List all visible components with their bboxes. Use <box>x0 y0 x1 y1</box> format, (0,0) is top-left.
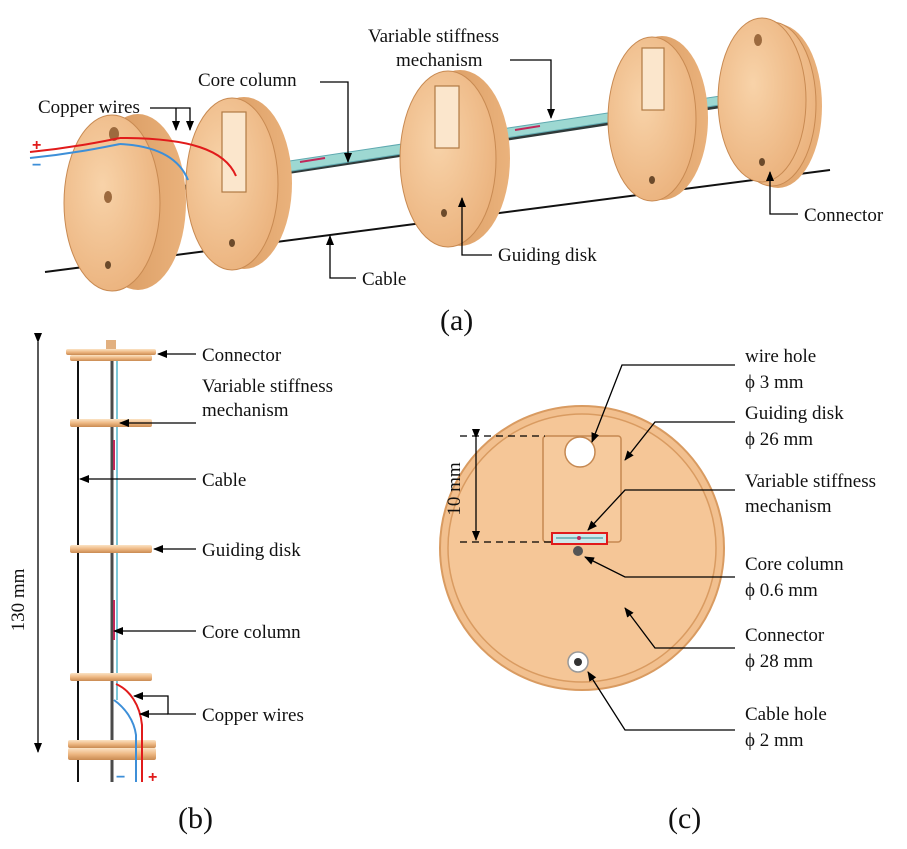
label-copper-wires-a: Copper wires <box>38 97 140 118</box>
core-column-hole-c <box>573 546 583 556</box>
label-copper-wires-b: Copper wires <box>202 705 304 726</box>
label-vsm-b-2: mechanism <box>202 400 289 421</box>
dimension-10mm: 10 mm <box>444 462 465 516</box>
label-core-column-b: Core column <box>202 622 301 643</box>
label-cable-b: Cable <box>202 470 246 491</box>
label-vsm-c-1: Variable stiffness <box>745 471 876 492</box>
wire-hole-c <box>564 436 596 468</box>
disk-a4 <box>607 36 708 202</box>
caption-a: (a) <box>440 304 473 337</box>
dimension-130mm: 130 mm <box>8 568 29 631</box>
label-core-column-a: Core column <box>198 70 297 91</box>
label-guiding-disk-b: Guiding disk <box>202 540 301 561</box>
label-guiding-disk-dim: ϕ 26 mm <box>745 429 813 450</box>
plus-sign-b: + <box>148 769 157 786</box>
label-cable-a: Cable <box>362 269 406 290</box>
minus-sign-a: − <box>32 157 41 174</box>
label-connector-c: Connector <box>745 625 825 646</box>
label-vsm-b-1: Variable stiffness <box>202 376 333 397</box>
label-connector-a: Connector <box>804 205 884 226</box>
panel-a: + − Copper wires Core column Variable st… <box>29 17 884 337</box>
panel-c: 10 mm wire hole ϕ 3 mm Guiding disk ϕ 26… <box>439 346 876 835</box>
disk-a1 <box>63 114 186 292</box>
label-core-column-dim: ϕ 0.6 mm <box>745 580 818 601</box>
minus-sign-b: − <box>116 769 125 786</box>
disk-a5 <box>717 17 822 188</box>
disk-a3 <box>399 70 510 248</box>
label-connector-dim: ϕ 28 mm <box>745 651 813 672</box>
disk-a2 <box>185 97 292 271</box>
label-wire-hole-dim: ϕ 3 mm <box>745 372 804 393</box>
label-guiding-disk-a: Guiding disk <box>498 245 597 266</box>
label-vsm-c-2: mechanism <box>745 496 832 517</box>
label-vsm-a-1: Variable stiffness <box>368 26 499 47</box>
panel-b: 130 mm + − Connector Variable stiffness … <box>8 333 333 835</box>
label-wire-hole: wire hole <box>745 346 816 367</box>
label-vsm-a-2: mechanism <box>396 50 483 71</box>
label-connector-b: Connector <box>202 345 282 366</box>
label-core-column-c: Core column <box>745 554 844 575</box>
caption-b: (b) <box>178 802 213 835</box>
label-cable-hole: Cable hole <box>745 704 827 725</box>
label-guiding-disk-c: Guiding disk <box>745 403 844 424</box>
caption-c: (c) <box>668 802 701 835</box>
plus-sign-a: + <box>32 137 41 154</box>
label-cable-hole-dim: ϕ 2 mm <box>745 730 804 751</box>
